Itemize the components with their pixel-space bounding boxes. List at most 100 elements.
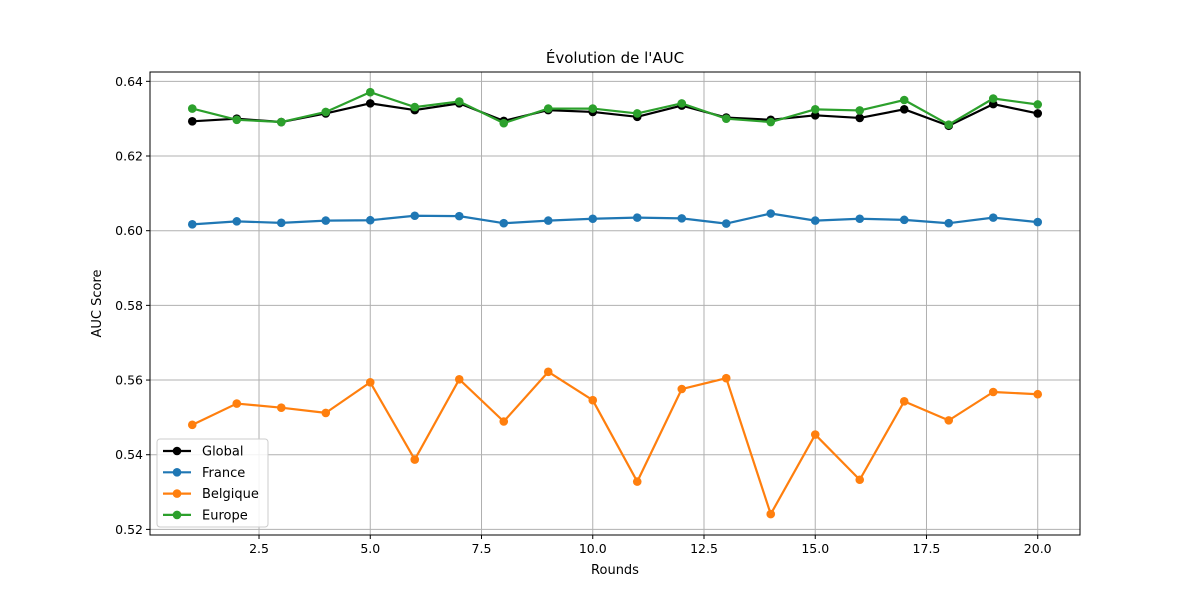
- data-point-france: [810, 216, 820, 225]
- data-point-europe: [499, 118, 509, 128]
- data-point-france: [632, 213, 642, 222]
- data-point-europe: [187, 104, 197, 113]
- series-layer: [187, 87, 1043, 519]
- data-point-europe: [988, 94, 998, 103]
- data-point-europe: [410, 102, 420, 112]
- data-point-europe: [632, 109, 642, 118]
- legend-entry-global: Global: [163, 445, 243, 460]
- series-belgique: [187, 367, 1043, 519]
- data-point-belgique: [588, 395, 598, 405]
- legend-marker-europe: [172, 510, 182, 520]
- legend-entry-belgique: Belgique: [163, 487, 259, 502]
- data-point-europe: [276, 117, 286, 127]
- series-line-france: [192, 212, 1038, 226]
- x-tick-label: 17.5: [913, 541, 941, 556]
- data-point-belgique: [721, 373, 731, 383]
- data-point-france: [988, 213, 998, 222]
- series-line-belgique: [191, 370, 1038, 516]
- data-point-belgique: [1033, 389, 1043, 399]
- legend-entry-europe: Europe: [163, 508, 248, 523]
- series-line-europe: [192, 91, 1038, 126]
- data-point-france: [321, 216, 331, 225]
- legend-marker-france: [172, 468, 182, 477]
- legend-marker-global: [172, 446, 182, 456]
- data-point-europe: [766, 117, 776, 127]
- data-point-france: [588, 214, 598, 224]
- data-point-belgique: [988, 387, 998, 397]
- data-point-belgique: [187, 420, 197, 430]
- y-tick-label: 0.56: [115, 373, 143, 388]
- x-tick-label: 15.0: [801, 541, 829, 556]
- data-point-france: [187, 220, 197, 229]
- legend-marker-belgique: [172, 489, 182, 498]
- data-point-france: [410, 211, 420, 221]
- x-tick-label: 10.0: [579, 541, 607, 556]
- legend: Global France Belgique Europe: [156, 438, 269, 528]
- data-point-europe: [855, 106, 865, 115]
- legend-label-global: Global: [202, 445, 243, 460]
- data-point-france: [1033, 217, 1043, 227]
- data-point-europe: [899, 95, 909, 105]
- legend-box: [156, 438, 269, 528]
- data-point-belgique: [410, 455, 420, 464]
- data-point-france: [899, 215, 909, 225]
- data-point-belgique: [810, 430, 820, 439]
- x-tick-label: 12.5: [690, 541, 718, 556]
- data-point-global: [365, 99, 375, 108]
- data-point-belgique: [766, 509, 776, 519]
- data-point-belgique: [899, 397, 909, 406]
- series-line-global: [192, 102, 1038, 127]
- x-tick-label: 7.5: [472, 541, 492, 556]
- series-france: [187, 209, 1043, 229]
- data-point-global: [1033, 109, 1043, 118]
- data-point-europe: [588, 104, 598, 113]
- data-point-belgique: [454, 374, 464, 384]
- y-tick-label: 0.52: [115, 522, 143, 537]
- data-point-belgique: [276, 403, 286, 412]
- data-point-global: [187, 116, 197, 126]
- x-tick-label: 2.5: [249, 541, 269, 556]
- legend-label-belgique: Belgique: [202, 487, 259, 502]
- legend-entry-france: France: [163, 466, 245, 481]
- data-point-belgique: [543, 367, 553, 377]
- data-point-europe: [810, 105, 820, 114]
- data-point-france: [855, 214, 865, 224]
- data-point-france: [543, 216, 553, 225]
- data-point-europe: [1033, 100, 1043, 109]
- data-point-belgique: [944, 416, 954, 425]
- data-point-europe: [944, 120, 954, 129]
- legend-label-europe: Europe: [202, 508, 248, 523]
- data-point-europe: [721, 114, 731, 123]
- x-axis-label: Rounds: [591, 563, 639, 578]
- data-point-belgique: [321, 408, 331, 418]
- data-point-france: [499, 218, 509, 228]
- data-point-france: [232, 217, 242, 226]
- data-point-global: [899, 105, 909, 114]
- data-point-france: [766, 209, 776, 218]
- data-point-europe: [454, 97, 464, 106]
- y-tick-label: 0.64: [115, 74, 143, 89]
- data-point-europe: [677, 99, 687, 108]
- data-point-france: [454, 211, 464, 221]
- data-point-belgique: [632, 477, 642, 486]
- data-point-france: [276, 218, 286, 228]
- data-point-france: [721, 219, 731, 228]
- grid-lines: [150, 72, 1080, 535]
- series-europe: [187, 87, 1043, 129]
- data-point-belgique: [855, 475, 865, 485]
- data-point-belgique: [232, 399, 242, 408]
- y-tick-label: 0.58: [115, 298, 143, 313]
- y-axis-label: AUC Score: [90, 269, 105, 337]
- data-point-belgique: [677, 384, 687, 394]
- axis-ticks: 2.5 5.0 7.5 10.0 12.5 15.0 17.5 20.0 0.52 0.54 0.5…: [115, 74, 1052, 556]
- data-point-belgique: [499, 417, 509, 426]
- data-point-france: [365, 215, 375, 225]
- y-tick-label: 0.54: [115, 447, 143, 462]
- chart-title: Évolution de l'AUC: [546, 48, 684, 67]
- data-point-europe: [365, 87, 375, 97]
- data-point-europe: [321, 107, 331, 117]
- x-tick-label: 5.0: [360, 541, 380, 556]
- x-tick-label: 20.0: [1024, 541, 1052, 556]
- data-point-france: [677, 214, 687, 223]
